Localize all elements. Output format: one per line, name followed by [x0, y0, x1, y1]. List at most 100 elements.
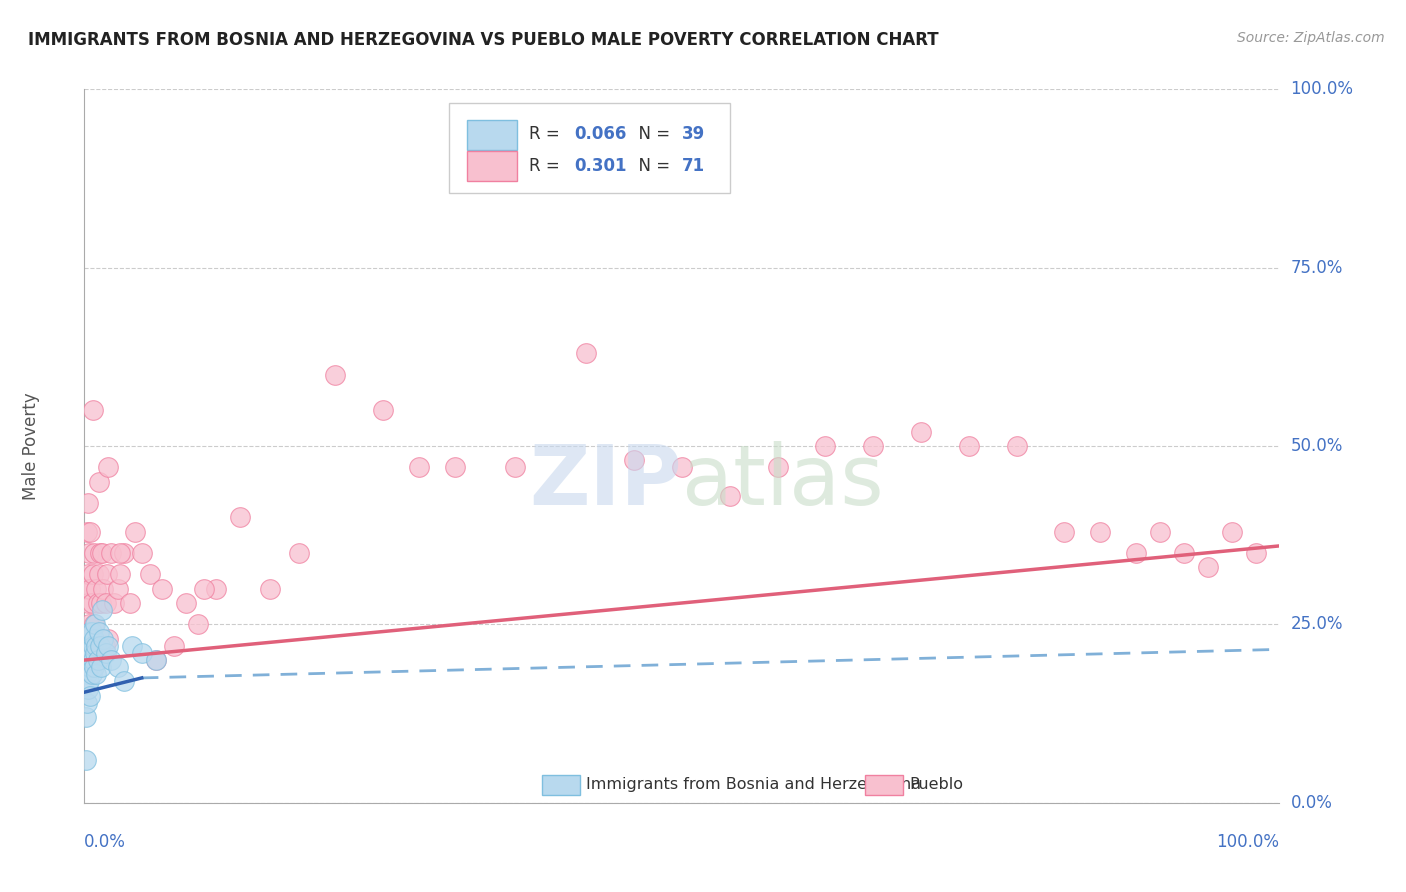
- Point: [79, 639, 101, 653]
- Point: [86, 596, 108, 610]
- Point: [86, 582, 108, 596]
- Point: [150, 582, 173, 596]
- Text: 0.0%: 0.0%: [1291, 794, 1333, 812]
- Point: [97, 639, 120, 653]
- Point: [288, 546, 311, 560]
- Point: [575, 346, 598, 360]
- FancyBboxPatch shape: [543, 775, 581, 795]
- Point: [94, 596, 117, 610]
- Point: [1053, 524, 1076, 539]
- Point: [112, 546, 135, 560]
- Text: Source: ZipAtlas.com: Source: ZipAtlas.com: [1237, 31, 1385, 45]
- Point: [229, 510, 252, 524]
- Point: [77, 653, 100, 667]
- Point: [205, 582, 228, 596]
- Point: [80, 624, 103, 639]
- Text: 75.0%: 75.0%: [1291, 259, 1343, 277]
- Point: [89, 639, 111, 653]
- Point: [83, 660, 105, 674]
- Point: [187, 617, 209, 632]
- Point: [86, 653, 108, 667]
- Point: [77, 496, 100, 510]
- Text: ZIP: ZIP: [530, 442, 682, 522]
- Point: [84, 639, 107, 653]
- Point: [82, 403, 104, 417]
- Point: [193, 582, 215, 596]
- Text: 0.066: 0.066: [575, 125, 627, 143]
- Point: [259, 582, 281, 596]
- Text: atlas: atlas: [682, 442, 883, 522]
- Point: [163, 639, 186, 653]
- Point: [1149, 524, 1171, 539]
- Point: [79, 624, 101, 639]
- Point: [77, 617, 100, 632]
- Text: R =: R =: [529, 157, 565, 175]
- Point: [145, 653, 167, 667]
- Point: [76, 696, 98, 710]
- Point: [93, 639, 115, 653]
- Point: [79, 524, 101, 539]
- Point: [80, 667, 103, 681]
- Text: 50.0%: 50.0%: [1291, 437, 1343, 455]
- Text: 100.0%: 100.0%: [1291, 80, 1354, 98]
- Point: [87, 475, 110, 489]
- Point: [77, 546, 100, 560]
- Point: [174, 596, 197, 610]
- Point: [97, 632, 120, 646]
- Point: [82, 639, 104, 653]
- Point: [503, 460, 526, 475]
- Point: [1197, 560, 1219, 574]
- Point: [83, 546, 105, 560]
- Point: [89, 546, 111, 560]
- Point: [118, 596, 141, 610]
- Point: [910, 425, 932, 439]
- Point: [77, 567, 100, 582]
- Point: [79, 689, 101, 703]
- Point: [107, 582, 129, 596]
- Point: [75, 753, 97, 767]
- Point: [139, 567, 162, 582]
- Text: 0.0%: 0.0%: [84, 833, 127, 851]
- Point: [84, 617, 107, 632]
- Point: [75, 710, 97, 724]
- Point: [87, 624, 110, 639]
- Point: [86, 639, 108, 653]
- Text: 0.301: 0.301: [575, 157, 627, 175]
- Point: [79, 660, 101, 674]
- Point: [91, 603, 114, 617]
- Point: [82, 567, 104, 582]
- Point: [77, 674, 100, 689]
- Point: [671, 460, 693, 475]
- Point: [112, 674, 135, 689]
- Point: [77, 681, 100, 696]
- FancyBboxPatch shape: [865, 775, 903, 795]
- Point: [77, 596, 100, 610]
- Point: [145, 653, 167, 667]
- Text: N =: N =: [628, 157, 675, 175]
- Point: [86, 667, 108, 681]
- Point: [91, 546, 114, 560]
- Point: [408, 460, 430, 475]
- Point: [77, 646, 100, 660]
- Point: [444, 460, 467, 475]
- Text: 39: 39: [682, 125, 706, 143]
- Text: Pueblo: Pueblo: [910, 778, 963, 792]
- Point: [83, 617, 105, 632]
- Point: [131, 646, 153, 660]
- Point: [1173, 546, 1195, 560]
- Point: [77, 660, 100, 674]
- Point: [96, 567, 118, 582]
- Point: [79, 582, 101, 596]
- Point: [1220, 524, 1243, 539]
- Point: [1244, 546, 1267, 560]
- Point: [766, 460, 789, 475]
- Text: 25.0%: 25.0%: [1291, 615, 1343, 633]
- Text: 71: 71: [682, 157, 704, 175]
- Point: [131, 546, 153, 560]
- Point: [93, 582, 115, 596]
- Text: IMMIGRANTS FROM BOSNIA AND HERZEGOVINA VS PUEBLO MALE POVERTY CORRELATION CHART: IMMIGRANTS FROM BOSNIA AND HERZEGOVINA V…: [28, 31, 939, 49]
- Point: [84, 646, 107, 660]
- Point: [103, 596, 125, 610]
- Point: [1090, 524, 1112, 539]
- Point: [77, 632, 100, 646]
